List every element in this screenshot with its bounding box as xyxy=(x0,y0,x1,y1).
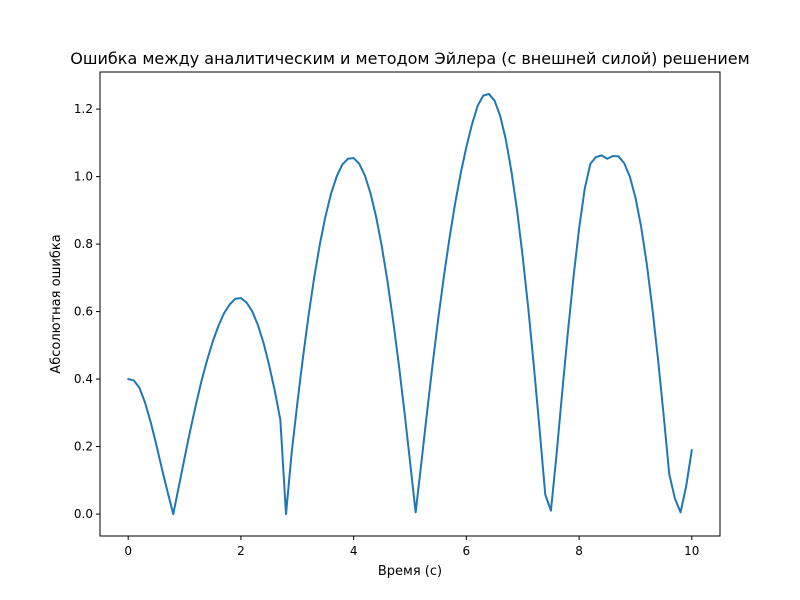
x-tick-label: 10 xyxy=(684,544,699,558)
x-tick-label: 0 xyxy=(124,544,132,558)
x-axis-label: Время (с) xyxy=(378,564,442,579)
y-tick-label: 0.2 xyxy=(74,440,93,454)
plot-frame xyxy=(99,71,721,537)
y-tick-label: 0.6 xyxy=(74,305,93,319)
x-tick-label: 8 xyxy=(575,544,583,558)
y-axis: 0.0 0.2 0.4 0.6 0.8 1.0 1.2 xyxy=(74,102,100,521)
plot-area xyxy=(99,71,721,537)
x-tick-label: 4 xyxy=(350,544,358,558)
x-tick-label: 6 xyxy=(463,544,471,558)
y-tick-label: 0.4 xyxy=(74,372,93,386)
y-tick-label: 1.2 xyxy=(74,102,93,116)
chart-title: Ошибка между аналитическим и методом Эйл… xyxy=(70,49,749,68)
y-axis-label: Абсолютная ошибка xyxy=(49,234,64,373)
x-axis: 0 2 4 6 8 10 xyxy=(124,536,699,558)
x-tick-label: 2 xyxy=(237,544,245,558)
y-tick-label: 1.0 xyxy=(74,170,93,184)
series-line xyxy=(127,92,693,516)
y-tick-label: 0.8 xyxy=(74,237,93,251)
y-tick-label: 0.0 xyxy=(74,507,93,521)
